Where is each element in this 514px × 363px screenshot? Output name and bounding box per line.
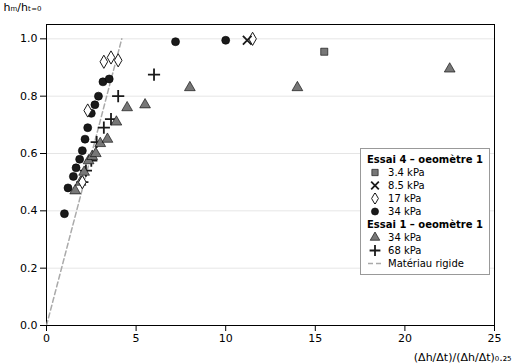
html-text:8.5 kPa: 8.5 kPa — [388, 180, 425, 191]
html-text:Essai 4 – oeomètre 1: Essai 4 – oeomètre 1 — [367, 154, 483, 165]
html-text:34 kPa: 34 kPa — [388, 232, 422, 243]
html-text:Matériau rigide: Matériau rigide — [388, 258, 464, 269]
svg-text:0.0: 0.0 — [20, 319, 38, 332]
svg-text:0: 0 — [43, 332, 50, 345]
svg-text:(Δh/Δt)/(Δh/Δt)₀.₂₅: (Δh/Δt)/(Δh/Δt)₀.₂₅ — [414, 351, 512, 363]
svg-text:10: 10 — [219, 332, 233, 345]
svg-text:0.6: 0.6 — [20, 147, 38, 160]
svg-text:0.8: 0.8 — [20, 90, 38, 103]
html-text:34 kPa: 34 kPa — [388, 206, 422, 217]
svg-text:5: 5 — [133, 332, 140, 345]
html-text:17 kPa: 17 kPa — [388, 193, 422, 204]
svg-text:0.2: 0.2 — [20, 262, 38, 275]
svg-text:0.4: 0.4 — [20, 204, 38, 217]
svg-text:25: 25 — [488, 332, 502, 345]
svg-text:15: 15 — [308, 332, 322, 345]
svg-text:20: 20 — [398, 332, 412, 345]
html-text:68 kPa: 68 kPa — [388, 245, 422, 256]
svg-text:hₘ/hₜ₌₀: hₘ/hₜ₌₀ — [4, 1, 43, 14]
svg-text:1.0: 1.0 — [20, 32, 38, 45]
html-text:3.4 kPa: 3.4 kPa — [388, 167, 425, 178]
html-text:Essai 1 – oeomètre 1: Essai 1 – oeomètre 1 — [367, 219, 483, 230]
